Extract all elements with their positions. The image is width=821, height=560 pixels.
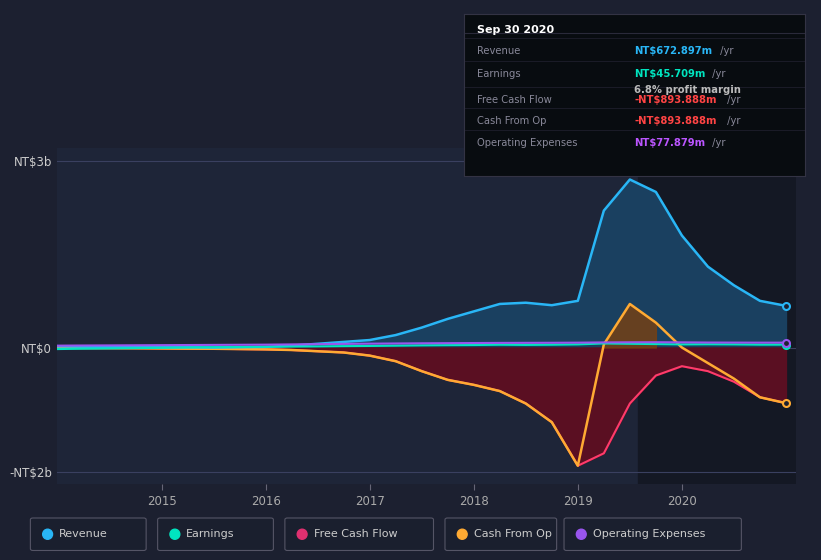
Text: Cash From Op: Cash From Op bbox=[474, 529, 552, 539]
Text: NT$45.709m: NT$45.709m bbox=[635, 69, 705, 79]
Bar bbox=[638, 148, 796, 484]
Text: Revenue: Revenue bbox=[59, 529, 108, 539]
Text: Free Cash Flow: Free Cash Flow bbox=[314, 529, 397, 539]
Text: 6.8% profit margin: 6.8% profit margin bbox=[635, 85, 741, 95]
Text: -NT$893.888m: -NT$893.888m bbox=[635, 95, 717, 105]
Text: /yr: /yr bbox=[724, 95, 741, 105]
Text: Operating Expenses: Operating Expenses bbox=[593, 529, 705, 539]
Text: Sep 30 2020: Sep 30 2020 bbox=[478, 25, 555, 35]
Text: Earnings: Earnings bbox=[478, 69, 521, 79]
Text: /yr: /yr bbox=[709, 69, 726, 79]
Text: /yr: /yr bbox=[709, 138, 726, 148]
Text: Earnings: Earnings bbox=[186, 529, 235, 539]
Text: /yr: /yr bbox=[717, 45, 733, 55]
Text: Free Cash Flow: Free Cash Flow bbox=[478, 95, 553, 105]
Text: /yr: /yr bbox=[724, 116, 741, 126]
Text: Cash From Op: Cash From Op bbox=[478, 116, 547, 126]
Text: Revenue: Revenue bbox=[478, 45, 521, 55]
Text: -NT$893.888m: -NT$893.888m bbox=[635, 116, 717, 126]
Text: NT$77.879m: NT$77.879m bbox=[635, 138, 705, 148]
Text: NT$672.897m: NT$672.897m bbox=[635, 45, 713, 55]
Text: Operating Expenses: Operating Expenses bbox=[478, 138, 578, 148]
